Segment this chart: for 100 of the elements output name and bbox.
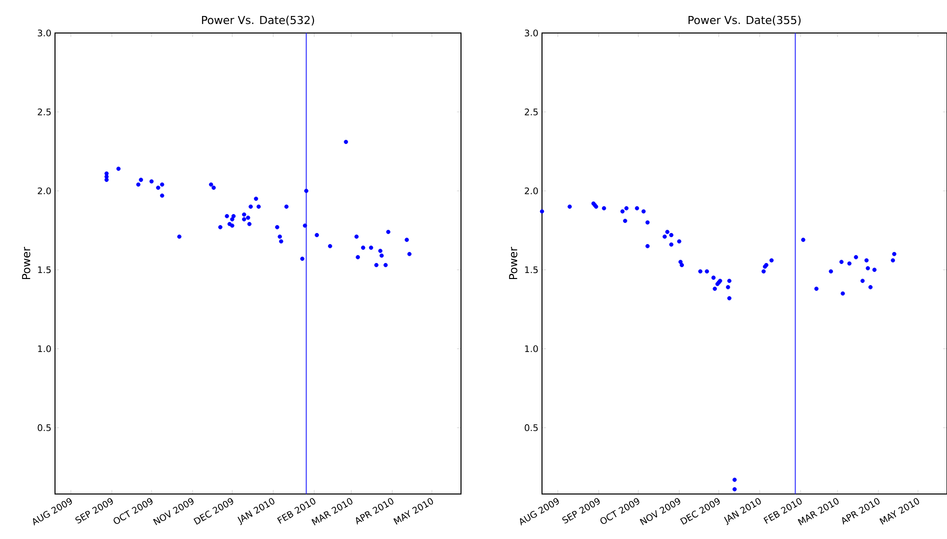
point: [712, 286, 717, 291]
point: [256, 204, 261, 209]
point: [711, 276, 716, 280]
point: [380, 254, 384, 258]
point: [769, 258, 774, 262]
point: [634, 206, 640, 210]
y-tick-label: 1.5: [525, 266, 538, 274]
chart-title: Power Vs. Date(355): [688, 16, 801, 26]
point: [384, 262, 388, 268]
point: [302, 224, 308, 228]
point: [212, 186, 216, 190]
y-tick-label: 2.0: [38, 187, 51, 194]
point: [242, 212, 246, 217]
point: [624, 206, 629, 210]
point: [669, 232, 674, 238]
point: [704, 269, 710, 274]
point: [104, 178, 109, 182]
point: [641, 209, 646, 214]
y-tick-label: 1.0: [525, 345, 538, 352]
point: [602, 206, 606, 210]
point: [177, 234, 182, 239]
point: [860, 278, 865, 283]
point: [136, 182, 140, 187]
point: [160, 194, 164, 198]
point: [847, 261, 852, 266]
y-tick-label: 2.0: [524, 187, 538, 194]
point: [156, 186, 160, 190]
point: [386, 230, 390, 234]
point: [866, 266, 870, 270]
point: [732, 487, 737, 492]
point: [854, 255, 858, 260]
point: [568, 204, 572, 209]
point: [254, 196, 258, 201]
y-tick-label: 0.5: [524, 424, 538, 432]
point: [356, 255, 360, 260]
point: [828, 269, 834, 274]
point: [892, 252, 896, 256]
point: [231, 214, 236, 218]
point: [218, 225, 222, 230]
point: [864, 258, 869, 262]
point: [665, 230, 670, 234]
point: [354, 234, 359, 239]
point: [540, 209, 544, 214]
point: [304, 188, 308, 193]
point: [344, 140, 348, 144]
point: [407, 252, 412, 256]
point: [623, 218, 628, 223]
y-tick-label: 0.5: [38, 424, 51, 432]
point: [224, 214, 230, 218]
point: [284, 204, 289, 209]
point: [314, 232, 319, 238]
point: [361, 246, 366, 250]
point: [677, 239, 682, 244]
point: [279, 239, 284, 244]
point: [732, 478, 737, 482]
point: [138, 178, 144, 182]
point: [378, 248, 382, 253]
point: [698, 269, 702, 274]
point: [840, 291, 845, 296]
point: [801, 238, 806, 242]
point: [278, 234, 282, 239]
point: [275, 225, 280, 230]
y-tick-label: 1.0: [38, 345, 51, 352]
point: [248, 204, 253, 209]
point: [814, 286, 819, 291]
point: [246, 216, 250, 220]
point: [727, 278, 732, 283]
point: [247, 222, 252, 226]
point: [242, 217, 246, 222]
point: [680, 262, 684, 268]
point: [762, 269, 766, 274]
chart-title: Power Vs. Date(532): [202, 16, 314, 26]
y-tick-label: 3.0: [38, 30, 51, 36]
point: [645, 220, 650, 225]
point: [678, 260, 683, 264]
point: [662, 234, 667, 239]
point: [368, 246, 374, 250]
y-axis-title: Power: [509, 246, 518, 280]
point: [868, 285, 873, 290]
point: [160, 182, 164, 187]
point: [300, 256, 304, 261]
point: [208, 182, 214, 187]
point: [230, 217, 234, 222]
y-tick-label: 3.0: [524, 30, 538, 36]
point: [727, 296, 732, 300]
point: [116, 166, 121, 171]
point: [620, 209, 625, 214]
point: [726, 285, 730, 290]
y-tick-label: 2.5: [38, 108, 51, 116]
point: [404, 238, 409, 242]
point: [230, 224, 234, 228]
y-axis-title: Power: [22, 246, 30, 280]
point: [374, 262, 378, 268]
y-tick-label: 2.5: [524, 108, 538, 116]
point: [669, 242, 674, 247]
y-tick-label: 1.5: [38, 266, 51, 274]
point: [645, 244, 650, 248]
point: [328, 244, 332, 248]
point: [149, 179, 154, 184]
point: [839, 260, 844, 264]
